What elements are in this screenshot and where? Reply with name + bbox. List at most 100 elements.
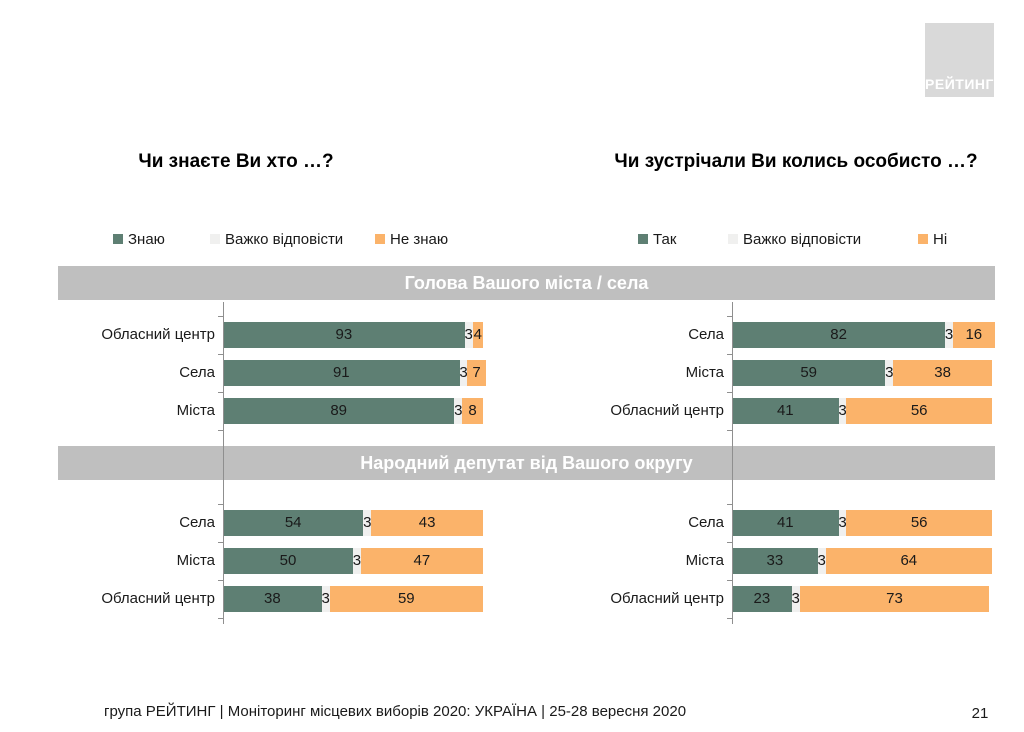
category-label: Міста xyxy=(176,552,215,569)
bar-segment: 91 xyxy=(223,360,460,386)
bar-segment: 3 xyxy=(353,548,361,574)
category-label: Села xyxy=(179,514,215,531)
bar-value-label: 3 xyxy=(459,364,468,381)
axis-tick xyxy=(218,580,223,581)
rating-logo: РЕЙТИНГ xyxy=(925,23,994,97)
bar-value-label: 8 xyxy=(468,402,477,419)
legend-label: Важко відповісти xyxy=(743,230,862,248)
bar-segment: 59 xyxy=(329,586,483,612)
bar-segment: 3 xyxy=(818,548,826,574)
bar-value-label: 3 xyxy=(791,590,800,607)
category-label: Обласний центр xyxy=(101,326,215,343)
bar-value-label: 50 xyxy=(279,552,297,569)
category-label: Села xyxy=(688,514,724,531)
bar-value-label: 59 xyxy=(800,364,818,381)
bar-segment: 3 xyxy=(459,360,468,386)
legend-item: Не знаю xyxy=(375,230,448,248)
bar-value-label: 43 xyxy=(418,514,436,531)
axis-tick xyxy=(727,354,732,355)
bar-value-label: 56 xyxy=(910,514,928,531)
axis-tick xyxy=(727,430,732,431)
legend-swatch xyxy=(113,234,123,244)
bar-segment: 3 xyxy=(363,510,371,536)
bar-value-label: 3 xyxy=(838,402,847,419)
bar-segment: 3 xyxy=(322,586,330,612)
axis-tick xyxy=(727,542,732,543)
page-number: 21 xyxy=(971,705,989,722)
bar-value-label: 3 xyxy=(363,514,372,531)
legend-swatch xyxy=(375,234,385,244)
axis-tick xyxy=(218,618,223,619)
bar-value-label: 93 xyxy=(335,326,353,343)
axis-tick xyxy=(727,580,732,581)
bar-value-label: 73 xyxy=(886,590,903,607)
bar-segment: 3 xyxy=(454,398,462,424)
axis-line xyxy=(223,302,224,624)
bar-segment: 59 xyxy=(732,360,886,386)
bar-segment: 38 xyxy=(893,360,992,386)
bar-segment: 38 xyxy=(223,586,322,612)
bar-value-label: 33 xyxy=(766,552,784,569)
bar-segment: 56 xyxy=(846,510,992,536)
bar-segment: 56 xyxy=(846,398,992,424)
bar-segment: 4 xyxy=(472,322,483,348)
bar-value-label: 7 xyxy=(472,364,481,381)
bar-value-label: 91 xyxy=(332,364,350,381)
bar-value-label: 47 xyxy=(413,552,431,569)
category-label: Обласний центр xyxy=(610,402,724,419)
legend-item: Знаю xyxy=(113,230,165,248)
axis-line xyxy=(732,302,733,624)
axis-tick xyxy=(727,392,732,393)
category-label: Обласний центр xyxy=(101,590,215,607)
bar-value-label: 54 xyxy=(284,514,302,531)
bar-value-label: 3 xyxy=(944,326,954,343)
axis-tick xyxy=(218,504,223,505)
bar-segment: 41 xyxy=(732,398,839,424)
axis-tick xyxy=(218,392,223,393)
bar-segment: 3 xyxy=(945,322,953,348)
bar-segment: 41 xyxy=(732,510,839,536)
right-chart-title: Чи зустрічали Ви колись особисто …? xyxy=(614,151,978,172)
bar-segment: 73 xyxy=(799,586,990,612)
bar-value-label: 3 xyxy=(885,364,894,381)
bar-segment: 93 xyxy=(223,322,465,348)
legend-label: Знаю xyxy=(128,230,165,248)
category-label: Міста xyxy=(176,402,215,419)
legend-label: Ні xyxy=(933,230,948,248)
bar-value-label: 23 xyxy=(753,590,771,607)
axis-tick xyxy=(727,618,732,619)
legend-swatch xyxy=(210,234,220,244)
legend-swatch xyxy=(728,234,738,244)
legend-item: Так xyxy=(638,230,676,248)
bar-segment: 33 xyxy=(732,548,818,574)
legend-item: Важко відповісти xyxy=(728,230,861,248)
bar-value-label: 16 xyxy=(965,326,983,343)
bar-segment: 89 xyxy=(223,398,455,424)
category-label: Села xyxy=(179,364,215,381)
bar-segment: 3 xyxy=(792,586,800,612)
legend-item: Ні xyxy=(918,230,947,248)
category-label: Обласний центр xyxy=(610,590,724,607)
section-header-title: Народний депутат від Вашого округу xyxy=(360,452,693,473)
bar-value-label: 41 xyxy=(776,402,794,419)
bar-value-label: 3 xyxy=(464,326,473,343)
footer-source-line: група РЕЙТИНГ | Моніторинг місцевих вибо… xyxy=(104,703,687,720)
category-label: Міста xyxy=(685,552,724,569)
bar-segment: 3 xyxy=(838,510,847,536)
legend-item: Важко відповісти xyxy=(210,230,343,248)
bar-segment: 16 xyxy=(953,322,995,348)
bar-value-label: 41 xyxy=(776,514,794,531)
bar-value-label: 59 xyxy=(397,590,415,607)
bar-segment: 43 xyxy=(371,510,483,536)
bar-segment: 7 xyxy=(467,360,486,386)
bar-value-label: 64 xyxy=(900,552,918,569)
bar-segment: 54 xyxy=(223,510,364,536)
section-header-band: Народний депутат від Вашого округу xyxy=(58,446,995,480)
bar-segment: 3 xyxy=(465,322,473,348)
axis-tick xyxy=(218,542,223,543)
bar-segment: 50 xyxy=(223,548,353,574)
legend-label: Так xyxy=(653,230,677,248)
bar-segment: 3 xyxy=(838,398,847,424)
bar-value-label: 3 xyxy=(838,514,847,531)
